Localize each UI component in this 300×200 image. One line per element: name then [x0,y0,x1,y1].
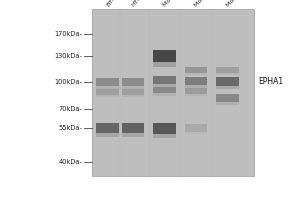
Text: 55kDa-: 55kDa- [58,125,82,131]
Bar [153,83,176,87]
Bar [96,79,119,83]
Text: 40kDa-: 40kDa- [58,159,82,165]
Bar [185,77,207,85]
Text: BT-474: BT-474 [105,0,124,8]
Bar [216,76,239,86]
Bar [122,124,144,129]
Bar [153,87,176,91]
Bar [185,88,207,94]
Text: Mouse lung: Mouse lung [194,0,223,8]
Bar [122,123,144,133]
Bar [122,94,144,97]
Bar [96,124,119,129]
Bar [122,90,144,93]
Bar [122,89,144,95]
Bar [122,78,144,86]
Text: HT-29: HT-29 [131,0,147,8]
Bar [185,124,207,132]
Text: 70kDa-: 70kDa- [58,106,82,112]
Bar [185,89,207,92]
Bar [216,67,239,73]
Bar [216,95,239,99]
Bar [185,68,207,71]
Bar [153,51,176,57]
Text: Mouse kidney: Mouse kidney [225,0,260,8]
Bar [216,77,239,82]
Text: EPHA1: EPHA1 [258,77,283,86]
Text: 130kDa-: 130kDa- [55,53,83,59]
Bar [185,84,207,88]
Bar [96,94,119,97]
Bar [216,94,239,102]
Bar [96,132,119,137]
Bar [122,132,144,137]
Bar [185,93,207,96]
Bar [92,9,254,176]
Bar [153,76,176,84]
Bar [153,77,176,81]
Bar [153,122,176,134]
Bar [153,61,176,67]
Bar [96,85,119,89]
Bar [122,79,144,83]
Text: Mouse liver: Mouse liver [162,0,191,8]
Bar [153,132,176,138]
Bar [96,78,119,86]
Bar [216,85,239,89]
Bar [153,93,176,96]
Bar [153,87,176,93]
Text: 100kDa-: 100kDa- [55,79,83,85]
Bar [185,131,207,134]
Bar [96,89,119,95]
Bar [216,72,239,75]
Bar [96,123,119,133]
Text: 170kDa-: 170kDa- [55,31,83,37]
Bar [185,125,207,129]
Bar [185,78,207,82]
Bar [185,72,207,75]
Bar [153,50,176,62]
Bar [122,85,144,89]
Bar [216,68,239,71]
Bar [153,124,176,129]
Bar [96,90,119,93]
Bar [216,101,239,105]
Bar [185,67,207,73]
